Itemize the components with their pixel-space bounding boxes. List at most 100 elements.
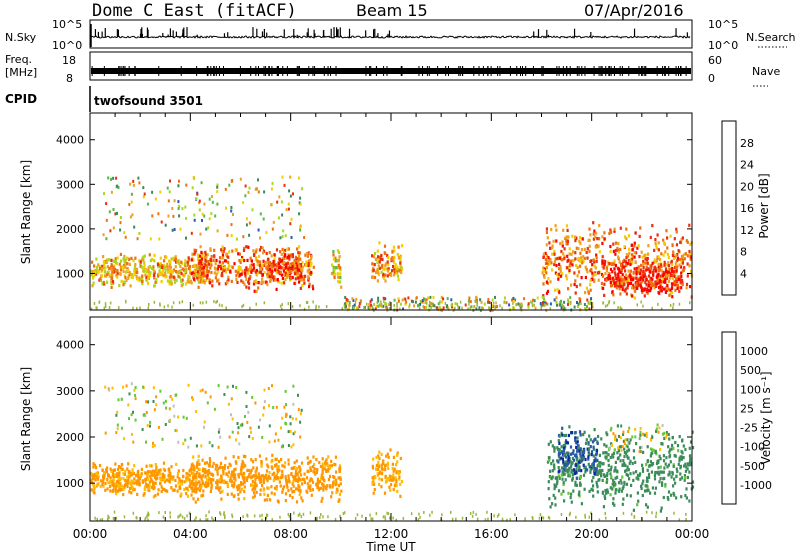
echo-cell bbox=[596, 464, 599, 468]
echo-cell bbox=[337, 275, 340, 279]
echo-cell bbox=[163, 478, 166, 482]
echo-cell bbox=[168, 473, 171, 477]
echo-cell bbox=[104, 481, 107, 486]
echo-cell bbox=[241, 463, 244, 467]
echo-cell bbox=[379, 257, 382, 261]
echo-cell bbox=[567, 491, 570, 495]
ground-scatter-cell bbox=[334, 517, 337, 521]
echo-cell bbox=[603, 494, 606, 498]
echo-cell bbox=[212, 478, 215, 482]
echo-cell bbox=[116, 467, 120, 471]
echo-cell bbox=[247, 286, 251, 290]
echo-cell bbox=[139, 262, 142, 266]
echo-cell bbox=[207, 468, 210, 473]
echo-cell bbox=[578, 256, 581, 261]
echo-cell bbox=[227, 264, 231, 268]
ground-scatter-cell bbox=[568, 513, 571, 517]
echo-cell bbox=[613, 229, 616, 233]
echo-cell bbox=[136, 492, 139, 496]
echo-cell bbox=[664, 290, 667, 294]
echo-cell bbox=[655, 429, 658, 433]
echo-cell bbox=[617, 481, 621, 485]
echo-cell bbox=[146, 475, 149, 479]
echo-cell bbox=[645, 258, 648, 262]
echo-cell bbox=[629, 438, 632, 442]
echo-cell bbox=[679, 455, 682, 459]
echo-cell bbox=[661, 483, 664, 487]
echo-cell bbox=[241, 482, 244, 486]
echo-cell bbox=[197, 459, 200, 463]
echo-cell bbox=[553, 463, 556, 467]
echo-cell bbox=[104, 266, 107, 270]
echo-cell bbox=[264, 473, 268, 477]
echo-cell bbox=[278, 257, 281, 261]
echo-cell bbox=[595, 255, 598, 260]
echo-cell bbox=[556, 256, 559, 261]
ground-scatter-cell bbox=[113, 510, 116, 514]
echo-cell bbox=[596, 490, 599, 494]
echo-cell bbox=[140, 258, 143, 262]
echo-cell bbox=[331, 484, 334, 488]
echo-cell bbox=[118, 474, 121, 478]
echo-cell bbox=[184, 259, 187, 263]
echo-cell bbox=[235, 274, 238, 278]
echo-cell bbox=[334, 483, 337, 487]
ground-scatter-cell bbox=[640, 300, 642, 304]
echo-cell bbox=[323, 461, 327, 465]
nave-tick-top: 60 bbox=[708, 54, 722, 67]
scatter-cell bbox=[555, 300, 558, 304]
echo-cell bbox=[234, 248, 237, 252]
scatter-cell bbox=[631, 435, 634, 439]
echo-cell bbox=[258, 270, 261, 274]
ground-scatter-cell bbox=[125, 300, 127, 304]
echo-cell bbox=[175, 278, 178, 282]
echo-cell bbox=[291, 275, 294, 280]
scatter-cell bbox=[355, 297, 358, 301]
scatter-cell bbox=[265, 231, 268, 235]
echo-cell bbox=[613, 448, 616, 452]
echo-cell bbox=[312, 287, 315, 291]
echo-cell bbox=[114, 259, 117, 263]
echo-cell bbox=[582, 473, 586, 477]
echo-cell bbox=[579, 453, 582, 457]
echo-cell bbox=[264, 262, 267, 266]
echo-cell bbox=[136, 482, 139, 486]
echo-cell bbox=[143, 487, 146, 492]
scatter-cell bbox=[132, 410, 134, 414]
echo-cell bbox=[299, 267, 303, 271]
echo-cell bbox=[543, 275, 546, 279]
echo-cell bbox=[599, 461, 602, 465]
echo-cell bbox=[683, 252, 686, 257]
velocity-colorbar-label: Velocity [m s⁻¹] bbox=[759, 371, 773, 464]
echo-cell bbox=[284, 461, 287, 465]
echo-cell bbox=[553, 446, 556, 450]
echo-cell bbox=[605, 480, 608, 484]
scatter-cell bbox=[177, 184, 180, 188]
scatter-cell bbox=[230, 234, 233, 237]
y-tick-label: 3000 bbox=[56, 385, 84, 398]
echo-cell bbox=[612, 501, 615, 505]
echo-cell bbox=[308, 479, 311, 483]
echo-cell bbox=[386, 267, 389, 271]
ground-scatter-cell bbox=[223, 511, 225, 515]
echo-cell bbox=[679, 466, 682, 470]
echo-cell bbox=[251, 480, 254, 484]
scatter-cell bbox=[382, 296, 385, 300]
scatter-cell bbox=[245, 217, 248, 221]
echo-cell bbox=[685, 487, 688, 491]
echo-cell bbox=[109, 273, 112, 277]
echo-cell bbox=[120, 484, 123, 488]
echo-cell bbox=[307, 252, 311, 256]
echo-cell bbox=[234, 478, 237, 482]
echo-cell bbox=[564, 236, 567, 240]
echo-cell bbox=[124, 479, 127, 483]
echo-cell bbox=[626, 286, 629, 290]
echo-cell bbox=[309, 466, 312, 470]
echo-cell bbox=[659, 282, 662, 286]
scatter-cell bbox=[614, 438, 616, 441]
echo-cell bbox=[193, 252, 196, 256]
echo-cell bbox=[192, 455, 195, 459]
echo-cell bbox=[635, 251, 638, 255]
echo-cell bbox=[575, 476, 578, 480]
ground-scatter-cell bbox=[318, 305, 320, 309]
